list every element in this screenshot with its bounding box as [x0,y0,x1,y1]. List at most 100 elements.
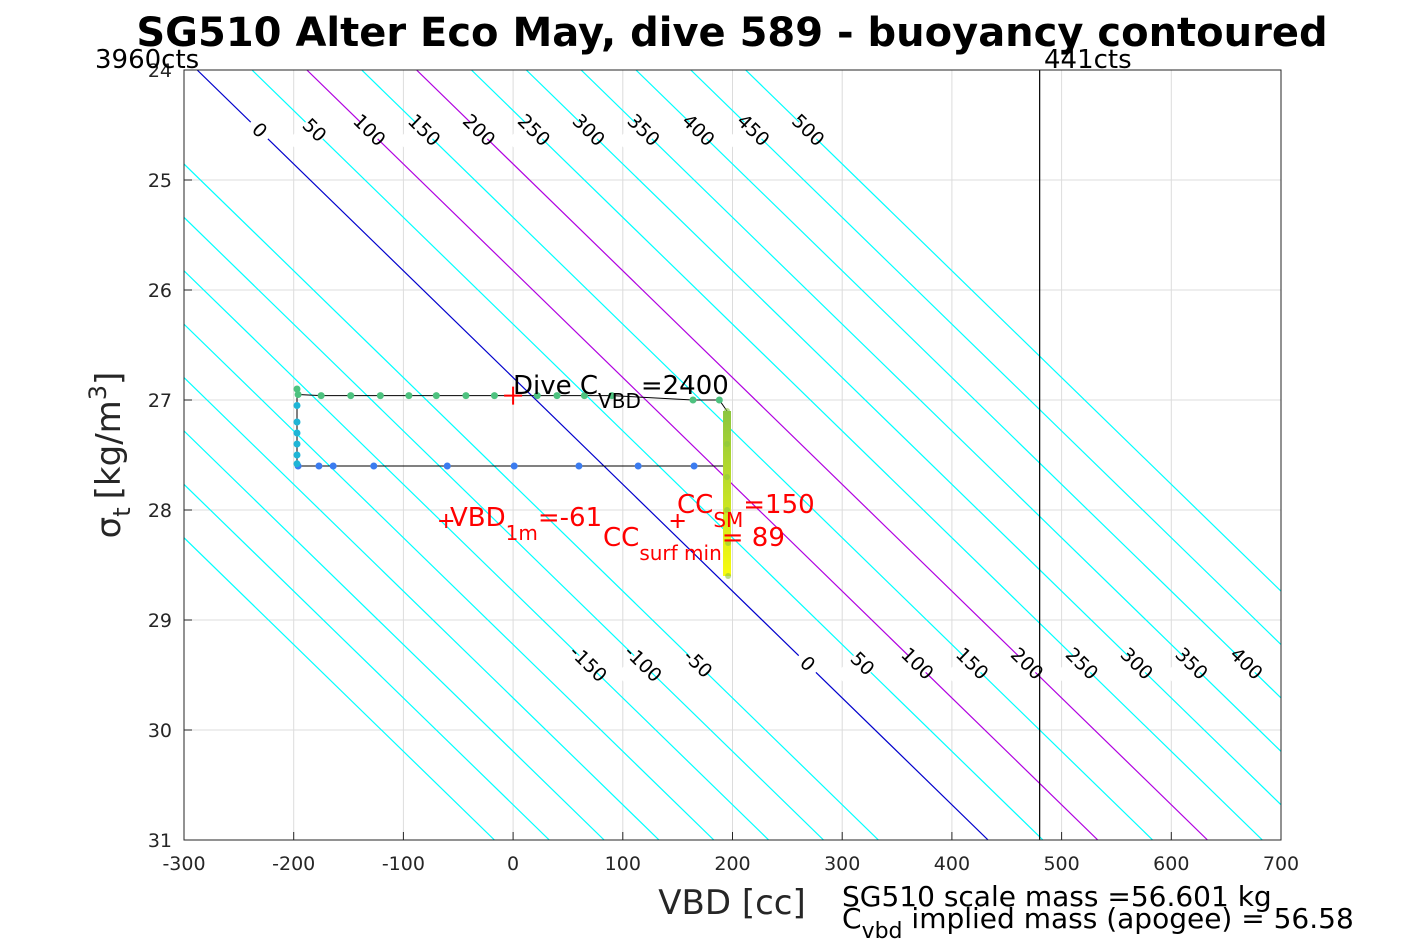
x-tick-label: 700 [1263,853,1299,875]
buoyancy-contours [184,70,1281,840]
contour-line [635,70,1281,699]
ascent-point [443,462,451,470]
y-tick-label: 29 [148,610,172,632]
x-tick-label: -300 [162,853,205,875]
cc-surf-main: CC [603,523,639,553]
contour-labels: -150 -100 -5000505010010015015020020025025… [232,103,1273,692]
y-tick-label: 24 [148,60,172,82]
y-tick-label: 28 [148,500,172,522]
y-axis-symbol: σ [89,517,129,539]
contour-label-bg [561,636,615,692]
descent-point [689,396,697,404]
contour-label-bg [506,103,561,158]
vbd-1m-marker [439,514,454,528]
descent-point [608,392,616,400]
contour-line [196,70,989,840]
apogee-point [293,418,301,426]
contour-label-bg [1054,636,1109,692]
y-tick-label: 25 [148,170,172,192]
contour-line [251,70,1044,840]
contour-line [184,536,495,840]
dive-c-vbd-main: Dive C [513,371,598,401]
max-vbd-label: 441cts [1044,45,1132,75]
apogee-point [293,451,301,459]
min-vbd-label: 3960cts [95,45,199,75]
contour-line [184,376,660,840]
descent-point [293,385,301,393]
bottom-point [724,408,731,414]
contour-label-bg [287,103,341,158]
cc-sm-marker [670,514,685,528]
x-axis-label: VBD [cc] [658,883,806,923]
bottom-point [724,474,731,480]
contour-line [580,70,1281,753]
svg-text:VBD1m=-61: VBD1m=-61 [450,503,602,545]
x-tick-label: -100 [382,853,425,875]
bottom-segment [723,411,732,576]
cc-sm-sub: SM [713,508,743,532]
y-tick-label: 31 [148,830,172,852]
x-tick-label: 0 [507,853,519,875]
contour-label-bg [342,103,396,158]
contour-label-bg [616,103,670,158]
ascent-point [634,462,642,470]
bottom-point [724,441,731,447]
descent-point [432,392,440,400]
ascent-point [315,462,323,470]
descent-point [490,392,498,400]
y-tick-label: 26 [148,280,172,302]
contour-label-bg [726,103,780,158]
bottom-point [725,540,732,546]
contour-line [184,269,770,840]
dive-c-vbd-value: =2400 [641,371,729,401]
descent-point [347,392,355,400]
cc-sm-main: CC [677,490,713,520]
contour-label-bg [1109,636,1164,692]
x-tick-label: 200 [714,853,750,875]
chart-title: SG510 Alter Eco May, dive 589 - buoyancy… [136,10,1327,56]
descent-point [580,392,588,400]
contour-label-bg [561,103,616,158]
descent-point [553,392,561,400]
contour-label-bg [451,103,506,158]
contour-label-bg [781,103,835,158]
y-axis-sub: t [108,507,136,516]
contour-line [361,70,1154,840]
y-tick-label: 27 [148,390,172,412]
contour-label-bg [835,636,889,692]
svg-text:Dive CVBD=2400: Dive CVBD=2400 [513,371,729,413]
dive-trace [293,385,732,579]
x-tick-label: 300 [824,853,860,875]
contour-line [745,70,1281,593]
x-tick-label: 400 [934,853,970,875]
dive-c-vbd-annotation: Dive CVBD=2400 [513,371,729,413]
dive-c-vbd-marker [504,386,523,405]
contour-label-bg [397,103,451,158]
descent-point [462,392,470,400]
x-tick-label: 500 [1043,853,1079,875]
cc-sm-value: =150 [743,490,814,520]
descent-point [715,396,723,404]
contour-line [690,70,1281,646]
y-axis-sup: 3 [84,385,112,400]
apogee-point [293,429,301,437]
ascent-point [690,462,698,470]
contour-label-bg [945,636,999,692]
x-tick-label: -200 [272,853,315,875]
y-axis-label: σt [kg/m3] [84,372,136,539]
vbd-1m-sub: 1m [506,521,538,545]
contour-line [184,323,715,840]
x-tick-label: 600 [1153,853,1189,875]
x-tick-label: 100 [605,853,641,875]
vbd-1m-main: VBD [450,503,506,533]
cvbd-sub: vbd [862,919,903,944]
descent-point [533,392,541,400]
y-axis-unit: [kg/m [89,400,129,499]
cvbd-mass-text: Cvbd implied mass (apogee) = 56.58 [842,902,1354,944]
contour-label-bg [890,636,944,692]
vbd-1m-value: =-61 [538,503,602,533]
contour-label-bg [232,103,287,158]
cc-surf-annotation: CCsurf min= 89 [603,523,785,565]
ascent-point [370,462,378,470]
